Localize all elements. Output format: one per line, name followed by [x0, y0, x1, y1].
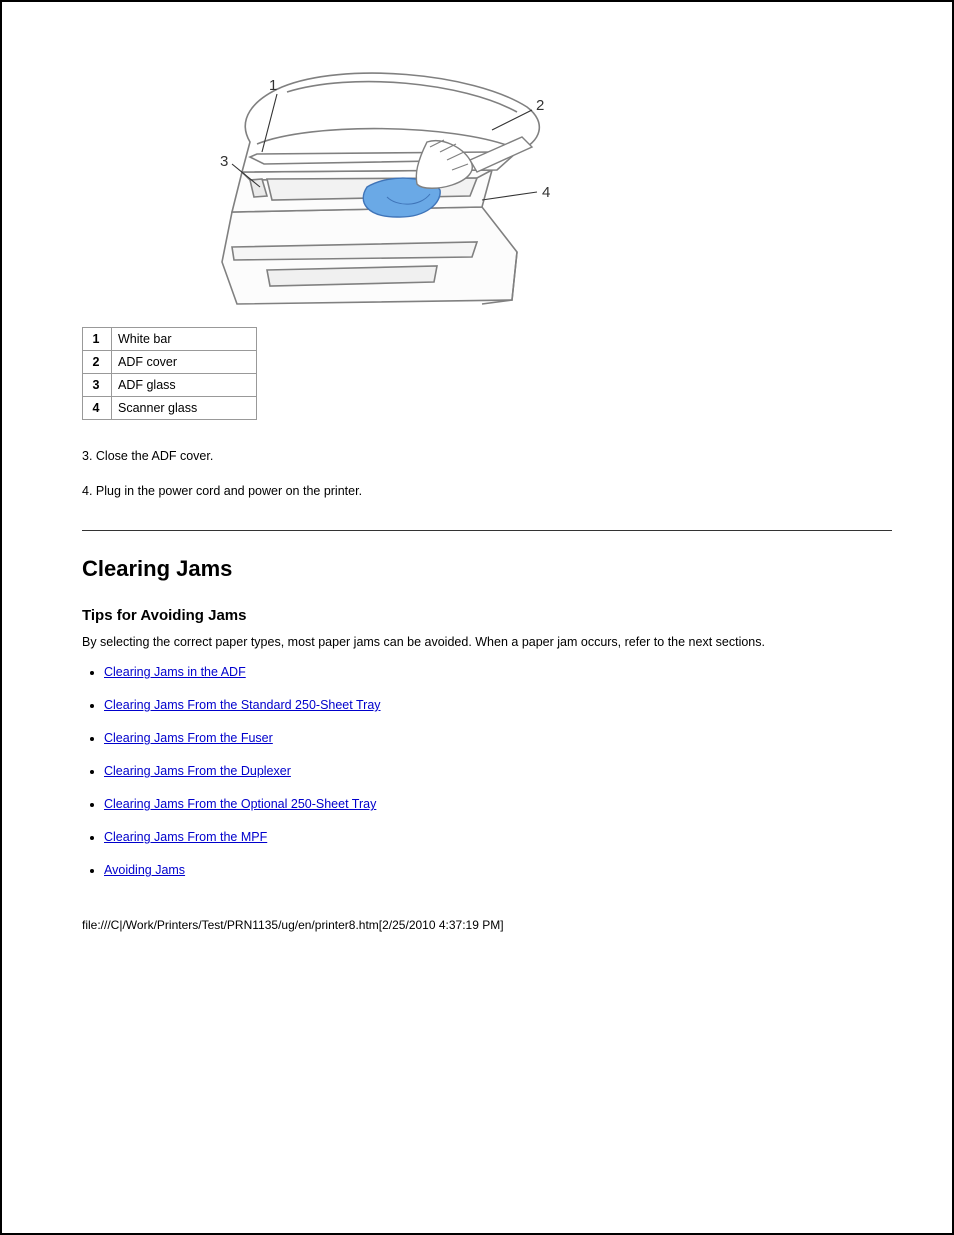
link-clearing-duplexer[interactable]: Clearing Jams From the Duplexer	[104, 764, 291, 778]
callout-2-label: 2	[536, 97, 544, 114]
parts-table: 1 White bar 2 ADF cover 3 ADF glass 4 Sc…	[82, 327, 257, 420]
part-num: 4	[83, 397, 112, 420]
page-footer-path: file:///C|/Work/Printers/Test/PRN1135/ug…	[82, 918, 892, 932]
part-num: 3	[83, 374, 112, 397]
link-clearing-mpf[interactable]: Clearing Jams From the MPF	[104, 830, 267, 844]
link-clearing-opt250[interactable]: Clearing Jams From the Optional 250-Shee…	[104, 797, 376, 811]
scanner-diagram: 1 2 3 4	[172, 52, 892, 312]
list-item: Clearing Jams From the Duplexer	[104, 764, 892, 779]
link-clearing-adf[interactable]: Clearing Jams in the ADF	[104, 665, 246, 679]
part-label: ADF glass	[112, 374, 257, 397]
part-label: White bar	[112, 328, 257, 351]
step-3: 3. Close the ADF cover.	[82, 448, 892, 465]
part-label: ADF cover	[112, 351, 257, 374]
table-row: 1 White bar	[83, 328, 257, 351]
table-row: 2 ADF cover	[83, 351, 257, 374]
link-avoiding-jams[interactable]: Avoiding Jams	[104, 863, 185, 877]
link-clearing-tray250[interactable]: Clearing Jams From the Standard 250-Shee…	[104, 698, 381, 712]
body-paragraph: By selecting the correct paper types, mo…	[82, 634, 892, 652]
list-item: Clearing Jams From the Standard 250-Shee…	[104, 698, 892, 713]
table-row: 3 ADF glass	[83, 374, 257, 397]
list-item: Clearing Jams From the Optional 250-Shee…	[104, 797, 892, 812]
callout-1-label: 1	[269, 77, 277, 94]
part-num: 1	[83, 328, 112, 351]
jam-links-list: Clearing Jams in the ADF Clearing Jams F…	[82, 665, 892, 878]
callout-4-label: 4	[542, 184, 550, 201]
link-clearing-fuser[interactable]: Clearing Jams From the Fuser	[104, 731, 273, 745]
list-item: Clearing Jams From the Fuser	[104, 731, 892, 746]
step-4: 4. Plug in the power cord and power on t…	[82, 483, 892, 500]
list-item: Avoiding Jams	[104, 863, 892, 878]
table-row: 4 Scanner glass	[83, 397, 257, 420]
part-num: 2	[83, 351, 112, 374]
section-title: Tips for Avoiding Jams	[82, 607, 892, 624]
list-item: Clearing Jams in the ADF	[104, 665, 892, 680]
list-item: Clearing Jams From the MPF	[104, 830, 892, 845]
section-divider	[82, 530, 892, 531]
chapter-title: Clearing Jams	[82, 556, 892, 582]
scanner-diagram-svg: 1 2 3 4	[172, 52, 572, 307]
callout-3-label: 3	[220, 153, 228, 170]
part-label: Scanner glass	[112, 397, 257, 420]
